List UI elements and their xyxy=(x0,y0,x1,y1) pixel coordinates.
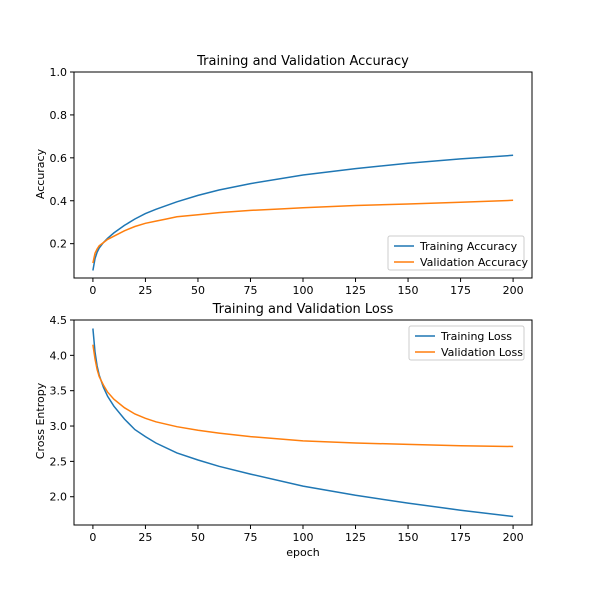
accuracy-y-tick-label: 0.8 xyxy=(50,109,68,122)
loss-series-line-validation xyxy=(92,344,514,448)
loss-y-tick-label: 4.5 xyxy=(50,314,68,327)
accuracy-x-tick-label: 150 xyxy=(398,284,419,297)
loss-x-axis-label: epoch xyxy=(286,546,320,559)
accuracy-x-tick-label: 50 xyxy=(191,284,205,297)
loss-plot-area: 0 25 50 75 100 125 150 175 200 2.0 2.5 3.0 3.5 4.0 4.5… xyxy=(50,314,533,544)
loss-x-tick-label: 0 xyxy=(89,531,96,544)
accuracy-legend: Training Accuracy Validation Accuracy xyxy=(387,235,529,271)
accuracy-series-line-training xyxy=(92,154,514,271)
accuracy-legend-box xyxy=(387,235,525,271)
loss-x-tick-label: 75 xyxy=(243,531,257,544)
accuracy-chart-title: Training and Validation Accuracy xyxy=(196,54,409,69)
loss-legend: Training Loss Validation Loss xyxy=(408,325,525,361)
accuracy-plot-area: 0 25 50 75 100 125 150 175 200 0.2 0.4 0.6 0.8 1.0 Tra… xyxy=(50,66,533,297)
accuracy-y-tick-label: 0.4 xyxy=(50,195,68,208)
loss-y-tick-label: 2.0 xyxy=(50,491,68,504)
accuracy-series-line-validation xyxy=(92,199,514,264)
loss-panel: Training and Validation Loss Cross Entro… xyxy=(34,302,533,559)
loss-x-tick-label: 200 xyxy=(503,531,524,544)
loss-y-tick-label: 3.0 xyxy=(50,420,68,433)
accuracy-x-tick-label: 175 xyxy=(450,284,471,297)
loss-legend-entry: Training Loss xyxy=(440,330,512,343)
loss-x-tick-label: 100 xyxy=(293,531,314,544)
accuracy-y-axis-label: Accuracy xyxy=(34,148,47,199)
accuracy-x-tick-label: 200 xyxy=(503,284,524,297)
accuracy-legend-entry: Validation Accuracy xyxy=(420,256,529,269)
loss-y-tick-label: 4.0 xyxy=(50,349,68,362)
accuracy-panel: Training and Validation Accuracy Accurac… xyxy=(34,54,533,297)
loss-y-axis-label: Cross Entropy xyxy=(34,382,47,459)
accuracy-x-tick-label: 0 xyxy=(89,284,96,297)
accuracy-y-tick-label: 0.2 xyxy=(50,238,68,251)
loss-y-tick-label: 3.5 xyxy=(50,385,68,398)
loss-x-tick-label: 125 xyxy=(345,531,366,544)
loss-x-tick-label: 150 xyxy=(398,531,419,544)
loss-y-tick-label: 2.5 xyxy=(50,455,68,468)
loss-chart-title: Training and Validation Loss xyxy=(212,302,394,317)
loss-x-tick-label: 25 xyxy=(138,531,152,544)
accuracy-x-tick-label: 25 xyxy=(138,284,152,297)
accuracy-y-tick-label: 0.6 xyxy=(50,152,68,165)
loss-legend-entry: Validation Loss xyxy=(441,346,523,359)
accuracy-x-tick-label: 100 xyxy=(293,284,314,297)
loss-x-tick-label: 175 xyxy=(450,531,471,544)
accuracy-y-tick-label: 1.0 xyxy=(50,66,68,79)
loss-x-tick-label: 50 xyxy=(191,531,205,544)
accuracy-x-tick-label: 125 xyxy=(345,284,366,297)
accuracy-x-tick-label: 75 xyxy=(243,284,257,297)
loss-legend-box xyxy=(408,325,525,361)
accuracy-legend-entry: Training Accuracy xyxy=(419,240,518,253)
